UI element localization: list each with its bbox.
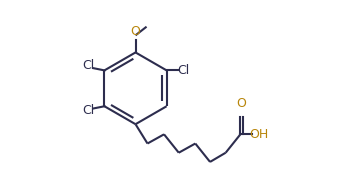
Text: Cl: Cl <box>177 64 189 77</box>
Text: O: O <box>131 25 140 38</box>
Text: Cl: Cl <box>82 59 94 72</box>
Text: OH: OH <box>250 128 269 141</box>
Text: O: O <box>237 97 246 110</box>
Text: Cl: Cl <box>82 104 94 117</box>
